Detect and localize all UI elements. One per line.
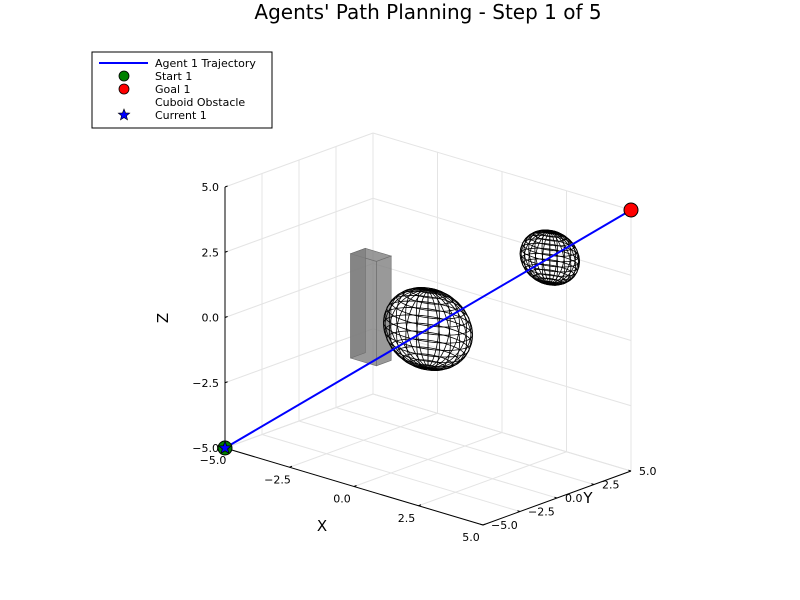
y-tick-label: −5.0 bbox=[491, 519, 518, 532]
sphere-longitude-line bbox=[549, 230, 566, 285]
x-tick-label: 0.0 bbox=[333, 493, 351, 506]
z-tick-label: −5.0 bbox=[192, 442, 219, 455]
sphere-obstacle-1 bbox=[382, 287, 474, 371]
x-tick-mark-3 bbox=[418, 504, 422, 507]
sphere-longitude-line bbox=[427, 289, 461, 371]
sphere-longitude-line bbox=[427, 289, 468, 371]
legend-item-cuboid-obstacle: Cuboid Obstacle bbox=[155, 96, 245, 109]
x-axis-label: X bbox=[317, 517, 327, 535]
z-tick-label: −2.5 bbox=[192, 377, 219, 390]
x-tick-mark-4 bbox=[482, 523, 486, 526]
grid-line-floor-x-3 bbox=[418, 451, 567, 507]
legend-label: Start 1 bbox=[155, 70, 192, 83]
grid-line-sidewall-z-4 bbox=[372, 132, 632, 211]
sphere-longitude-line bbox=[389, 289, 429, 369]
legend-item-start-1: Start 1 bbox=[118, 70, 192, 83]
x-tick-mark-2 bbox=[353, 485, 357, 487]
x-tick-label: 2.5 bbox=[398, 512, 416, 525]
tick-labels: −5.0−5.0−5.0−2.5−2.5−2.50.0 0.00.02.52.52… bbox=[192, 181, 656, 544]
axes bbox=[224, 185, 632, 526]
grid bbox=[224, 132, 632, 526]
legend-label: Current 1 bbox=[155, 109, 207, 122]
z-tick-mark-1 bbox=[224, 381, 228, 384]
y-tick-mark-4 bbox=[628, 469, 632, 472]
grid-line-backwall-z-4 bbox=[224, 132, 374, 188]
markers bbox=[217, 202, 639, 456]
sphere-longitude-line bbox=[523, 229, 550, 285]
y-tick-label: 5.0 bbox=[639, 465, 657, 478]
z-tick-label: 0.0 bbox=[202, 312, 220, 325]
sphere-longitude-line bbox=[416, 289, 429, 371]
x-tick-label: −2.5 bbox=[264, 473, 291, 486]
x-tick-label: −5.0 bbox=[200, 454, 227, 467]
grid-line-sidewall-z-2 bbox=[372, 263, 632, 341]
z-tick-label: 5.0 bbox=[202, 181, 220, 194]
grid-line-floor-y-2 bbox=[298, 420, 558, 499]
sphere-longitude-line bbox=[427, 289, 460, 369]
sphere-longitude-line bbox=[549, 231, 579, 285]
sphere-longitude-line bbox=[427, 288, 451, 369]
y-axis-label: Y bbox=[582, 489, 593, 507]
z-tick-mark-2 bbox=[224, 316, 228, 318]
sphere-longitude-line bbox=[427, 287, 440, 369]
sphere-longitude-line bbox=[549, 231, 572, 286]
x-tick-label: 5.0 bbox=[462, 531, 480, 544]
y-tick-label: −2.5 bbox=[528, 506, 555, 519]
trajectory-line-1 bbox=[224, 209, 632, 449]
current-1-marker bbox=[217, 440, 233, 455]
y-tick-label: 0.0 bbox=[565, 492, 583, 505]
legend-label: Agent 1 Trajectory bbox=[155, 57, 256, 70]
y-tick-label: 2.5 bbox=[602, 479, 620, 492]
sphere-longitude-line bbox=[427, 289, 467, 369]
chart-title: Agents' Path Planning - Step 1 of 5 bbox=[254, 0, 601, 24]
sphere-longitude-line bbox=[427, 289, 472, 370]
grid-line-sidewall-z-3 bbox=[372, 197, 632, 276]
legend-label: Cuboid Obstacle bbox=[155, 96, 245, 109]
sphere-longitude-line bbox=[405, 289, 429, 370]
z-tick-mark-3 bbox=[224, 250, 228, 253]
sphere-longitude-line bbox=[549, 230, 572, 285]
legend-label: Goal 1 bbox=[155, 83, 191, 96]
cuboid-obstacle-face-3 bbox=[350, 247, 366, 359]
grid-line-backwall-z-3 bbox=[224, 197, 374, 253]
z-tick-mark-4 bbox=[224, 185, 228, 188]
sphere-longitude-line bbox=[388, 287, 429, 369]
legend-swatch-circle bbox=[118, 83, 130, 95]
y-tick-mark-3 bbox=[591, 483, 595, 485]
sphere-longitude-line bbox=[534, 231, 550, 285]
z-axis-label: Z bbox=[154, 313, 172, 323]
grid-line-backwall-z-2 bbox=[224, 263, 374, 318]
sphere-longitude-line bbox=[541, 231, 551, 286]
goal-1-marker bbox=[623, 202, 639, 218]
legend-item-agent-1-trajectory: Agent 1 Trajectory bbox=[99, 57, 256, 70]
sphere-longitude-line bbox=[427, 289, 472, 369]
sphere-longitude-line bbox=[528, 231, 550, 285]
y-tick-mark-1 bbox=[517, 510, 521, 512]
y-tick-mark-2 bbox=[554, 496, 558, 499]
x-tick-mark-1 bbox=[289, 465, 293, 468]
sphere-longitude-line bbox=[384, 288, 429, 369]
obstacles bbox=[349, 229, 580, 371]
sphere-longitude-line bbox=[384, 289, 429, 369]
y-tick-mark-0 bbox=[480, 523, 484, 526]
z-tick-label: 2.5 bbox=[202, 246, 220, 259]
sphere-longitude-line bbox=[396, 289, 429, 369]
series bbox=[224, 209, 632, 449]
legend-swatch-star bbox=[117, 108, 131, 121]
grid-line-floor-y-3 bbox=[335, 407, 595, 485]
legend-item-current-1: Current 1 bbox=[117, 108, 207, 122]
sphere-obstacle-2 bbox=[519, 229, 580, 286]
sphere-longitude-line bbox=[549, 230, 558, 284]
legend-swatch-circle bbox=[118, 70, 130, 82]
sphere-longitude-line bbox=[520, 230, 550, 285]
legend-item-goal-1: Goal 1 bbox=[118, 83, 191, 96]
